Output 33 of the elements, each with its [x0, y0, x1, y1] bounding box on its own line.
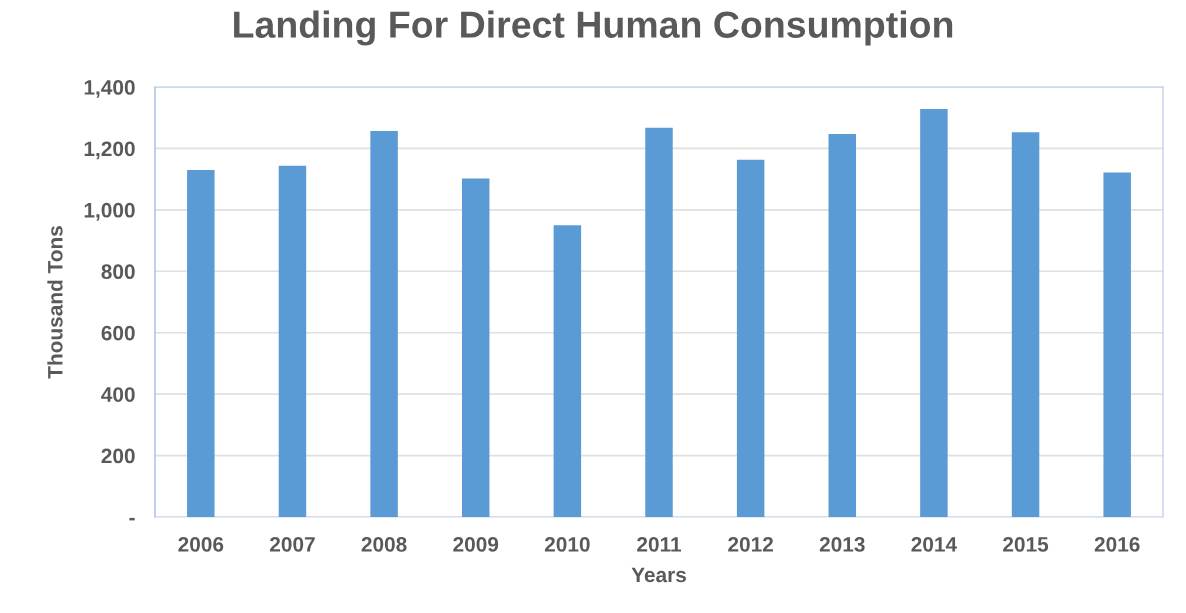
bar: [1011, 132, 1040, 517]
bar: [920, 109, 948, 517]
x-tick-label: 2012: [728, 536, 773, 552]
bar: [1103, 172, 1131, 517]
chart-title: Landing For Direct Human Consumption: [234, 10, 953, 46]
x-tick-label: 2006: [178, 536, 224, 552]
y-tick-label: 1,400: [84, 80, 135, 98]
bar: [370, 130, 398, 517]
x-tick-label: 2014: [911, 536, 957, 552]
bar: [187, 169, 215, 517]
x-tick-label: 2016: [1094, 536, 1140, 552]
y-tick-label: 400: [101, 387, 135, 402]
bar: [645, 127, 673, 517]
bar: [828, 133, 857, 517]
y-tick-label: 1,200: [84, 141, 135, 160]
x-axis-title: Years: [631, 567, 686, 583]
y-tick-label: 600: [101, 325, 135, 341]
bar: [278, 165, 307, 517]
x-tick-label: 2008: [361, 536, 407, 552]
y-tick-label: 1,000: [84, 202, 135, 221]
y-tick-label: 200: [101, 448, 135, 464]
bar: [461, 178, 490, 517]
y-tick-label: -: [129, 517, 135, 521]
x-tick-label: 2010: [544, 536, 590, 552]
x-tick-label: 2013: [819, 536, 865, 552]
bar: [553, 225, 582, 517]
y-axis-title: Thousand Tons: [47, 226, 63, 379]
x-tick-label: 2009: [453, 536, 499, 552]
x-tick-label: 2015: [1003, 536, 1049, 552]
x-tick-label: 2011: [637, 536, 682, 552]
bar: [736, 159, 765, 517]
y-tick-label: 800: [101, 264, 135, 280]
x-tick-label: 2007: [270, 536, 315, 552]
